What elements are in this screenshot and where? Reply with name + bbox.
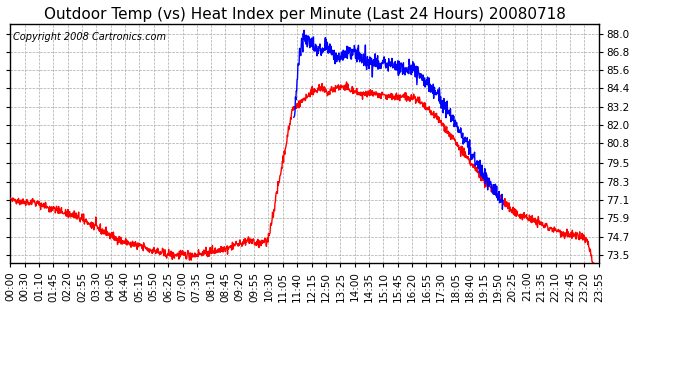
Text: Copyright 2008 Cartronics.com: Copyright 2008 Cartronics.com [13, 32, 166, 42]
Title: Outdoor Temp (vs) Heat Index per Minute (Last 24 Hours) 20080718: Outdoor Temp (vs) Heat Index per Minute … [43, 7, 566, 22]
